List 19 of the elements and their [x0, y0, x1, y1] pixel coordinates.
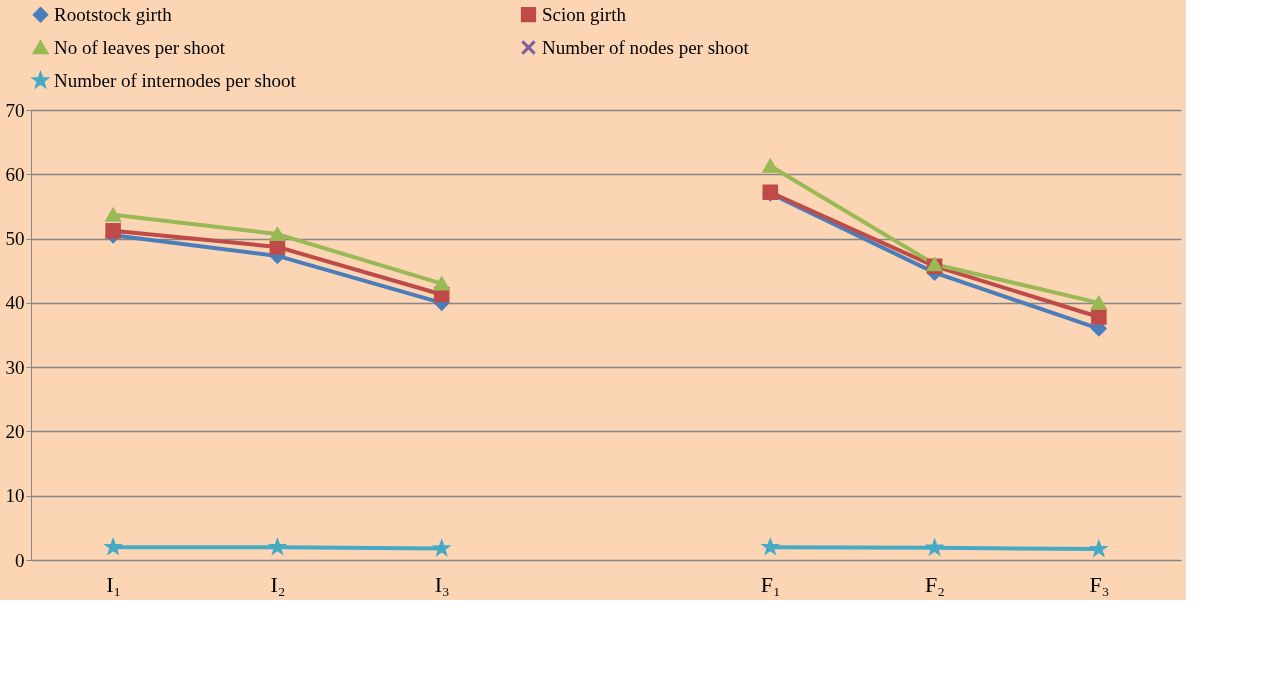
x-tick-label: I₁	[106, 571, 122, 597]
legend-label: No of leaves per shoot	[54, 36, 226, 58]
legend-label: Number of internodes per shoot	[54, 69, 297, 91]
y-tick-label: 10	[5, 485, 25, 507]
x-tick-label: I₃	[434, 571, 450, 597]
y-tick-label: 30	[5, 356, 25, 378]
y-tick-label: 60	[5, 163, 25, 185]
legend-label: Number of nodes per shoot	[542, 36, 750, 58]
x-tick-label: I₂	[270, 571, 286, 597]
y-tick-label: 40	[5, 292, 25, 314]
x-tick-label: F₃	[1089, 571, 1110, 597]
x-tick-label: F₁	[760, 571, 781, 597]
y-tick-label: 0	[15, 549, 25, 571]
y-tick-label: 70	[5, 99, 25, 121]
y-tick-label: 50	[5, 228, 25, 250]
legend-label: Rootstock girth	[54, 3, 173, 25]
legend-label: Scion girth	[542, 3, 627, 25]
x-tick-label: F₂	[925, 571, 946, 597]
y-tick-label: 20	[5, 420, 25, 442]
